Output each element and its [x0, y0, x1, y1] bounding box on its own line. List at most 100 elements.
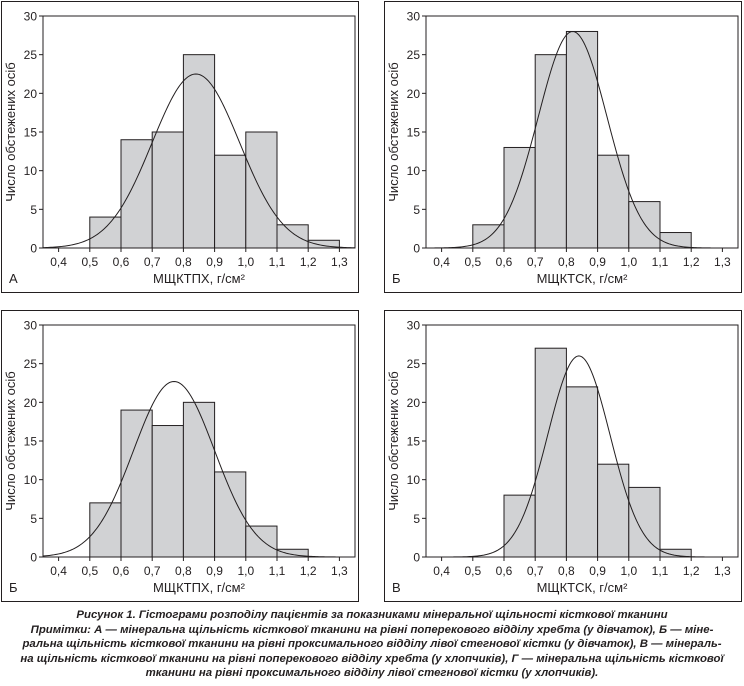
normal-curve: [426, 355, 738, 558]
histogram-bar: [151, 131, 184, 249]
histogram-bar: [182, 54, 216, 249]
x-tick-label: 0,8: [175, 564, 192, 578]
y-tick-label: 15: [24, 435, 38, 449]
y-tick-label: 25: [407, 357, 421, 371]
x-tick-label: 0,6: [496, 255, 513, 269]
y-axis-label: Число обстежених осіб: [3, 62, 18, 201]
y-tick-label: 0: [30, 551, 37, 565]
histogram-bar: [89, 502, 122, 558]
x-tick-label: 1,2: [683, 255, 700, 269]
x-tick-label: 0,5: [81, 564, 98, 578]
histogram-panel-d: 0 5 10 15 20 25 30 0,4 0,5 0,6 0,7 0,8 0,9 1,0 1,1 1,2 1…: [384, 310, 742, 602]
y-tick-label: 10: [407, 473, 421, 487]
y-tick-label: 30: [407, 319, 421, 333]
histogram-bar: [628, 486, 661, 558]
x-tick-label: 1,1: [269, 564, 286, 578]
x-tick-label: 1,1: [652, 564, 669, 578]
histogram-bar: [120, 409, 153, 558]
y-tick-label: 10: [407, 164, 421, 178]
y-axis-label: Число обстежених осіб: [386, 62, 401, 201]
y-tick-label: 25: [24, 48, 38, 62]
histogram-bar: [565, 30, 599, 249]
y-tick-label: 30: [24, 319, 38, 333]
caption-note-line: на щільність кісткової тканини на рівні …: [20, 652, 724, 665]
x-tick-label: 0,4: [433, 255, 450, 269]
x-tick-label: 0,7: [527, 564, 544, 578]
x-axis-label: МЩКТПХ, г/см²: [153, 580, 246, 595]
x-tick-label: 0,4: [50, 564, 67, 578]
x-axis-label: МЩКТСК, г/см²: [537, 580, 629, 595]
x-tick-label: 0,9: [589, 564, 606, 578]
x-tick-label: 0,7: [527, 255, 544, 269]
x-tick-label: 0,6: [496, 564, 513, 578]
y-tick-label: 5: [30, 512, 37, 526]
y-tick-label: 25: [24, 357, 38, 371]
histogram-bar: [120, 139, 153, 249]
caption-title: Рисунок 1. Гістограми розподілу пацієнті…: [76, 609, 668, 621]
histogram-panel-b: 0 5 10 15 20 25 30 0,4 0,5 0,6 0,7 0,8 0,9 1,0 1,1 1,2 1…: [384, 1, 742, 293]
y-tick-label: 20: [24, 396, 38, 410]
y-tick-label: 30: [24, 10, 38, 24]
y-tick-label: 10: [24, 164, 38, 178]
x-tick-label: 0,5: [464, 255, 481, 269]
panel-letter: В: [392, 580, 401, 595]
x-tick-label: 0,9: [589, 255, 606, 269]
histogram-svg: 0 5 10 15 20 25 30 0,4 0,5 0,6 0,7 0,8 0,9 1,0 1,1 1,2 1…: [3, 10, 356, 286]
x-tick-label: 1,3: [331, 255, 348, 269]
y-tick-label: 15: [407, 435, 421, 449]
histogram-panel-c: 0 5 10 15 20 25 30 0,4 0,5 0,6 0,7 0,8 0,9 1,0 1,1 1,2 1…: [1, 310, 359, 602]
x-tick-label: 0,8: [175, 255, 192, 269]
normal-curve: [42, 380, 355, 558]
x-tick-label: 1,0: [237, 564, 254, 578]
x-tick-label: 1,1: [652, 255, 669, 269]
x-tick-label: 0,4: [50, 255, 67, 269]
y-tick-label: 15: [24, 126, 38, 140]
y-tick-label: 5: [413, 512, 420, 526]
x-tick-label: 1,1: [269, 255, 286, 269]
y-axis-label: Число обстежених осіб: [3, 371, 18, 510]
x-tick-label: 1,2: [300, 564, 317, 578]
x-tick-label: 1,0: [620, 564, 637, 578]
y-tick-label: 5: [30, 203, 37, 217]
y-tick-label: 0: [30, 242, 37, 256]
x-tick-label: 1,2: [300, 255, 317, 269]
x-tick-label: 0,6: [113, 255, 130, 269]
y-tick-label: 30: [407, 10, 421, 24]
histogram-svg: 0 5 10 15 20 25 30 0,4 0,5 0,6 0,7 0,8 0,9 1,0 1,1 1,2 1…: [386, 10, 739, 286]
x-tick-label: 0,5: [81, 255, 98, 269]
y-tick-label: 15: [407, 126, 421, 140]
x-tick-label: 0,7: [144, 255, 161, 269]
caption-note-line: Примітки: А — мінеральна щільність кістк…: [30, 623, 714, 636]
x-axis-label: МЩКТСК, г/см²: [537, 271, 629, 286]
x-tick-label: 1,0: [620, 255, 637, 269]
panel-letter: Б: [392, 271, 401, 286]
y-tick-label: 25: [407, 48, 421, 62]
x-tick-label: 0,9: [206, 564, 223, 578]
x-tick-label: 0,8: [558, 255, 575, 269]
histogram-bar: [214, 471, 247, 558]
panel-letter: Б: [9, 580, 18, 595]
histogram-bar: [597, 154, 630, 249]
histogram-bar: [597, 463, 630, 558]
y-tick-label: 10: [24, 473, 38, 487]
histogram-bar: [151, 425, 184, 558]
x-tick-label: 1,0: [237, 255, 254, 269]
y-tick-label: 0: [413, 551, 420, 565]
histogram-bar: [472, 224, 505, 249]
normal-curve: [42, 73, 356, 249]
y-tick-label: 0: [413, 242, 420, 256]
x-tick-label: 0,5: [464, 564, 481, 578]
x-axis-label: МЩКТПХ, г/см²: [153, 271, 246, 286]
x-tick-label: 1,3: [714, 255, 731, 269]
histogram-bar: [503, 146, 536, 249]
x-tick-label: 0,4: [433, 564, 450, 578]
normal-curve: [425, 30, 738, 249]
histogram-bar: [276, 224, 309, 249]
x-tick-label: 1,3: [331, 564, 348, 578]
x-tick-label: 1,2: [683, 564, 700, 578]
caption-note-line: тканини на рівні проксимального відділу …: [145, 667, 599, 679]
y-tick-label: 20: [24, 87, 38, 101]
histogram-bar: [565, 386, 599, 558]
caption-note-line: ральна щільність кісткової тканини на рі…: [22, 638, 722, 650]
panel-letter: А: [9, 271, 18, 286]
